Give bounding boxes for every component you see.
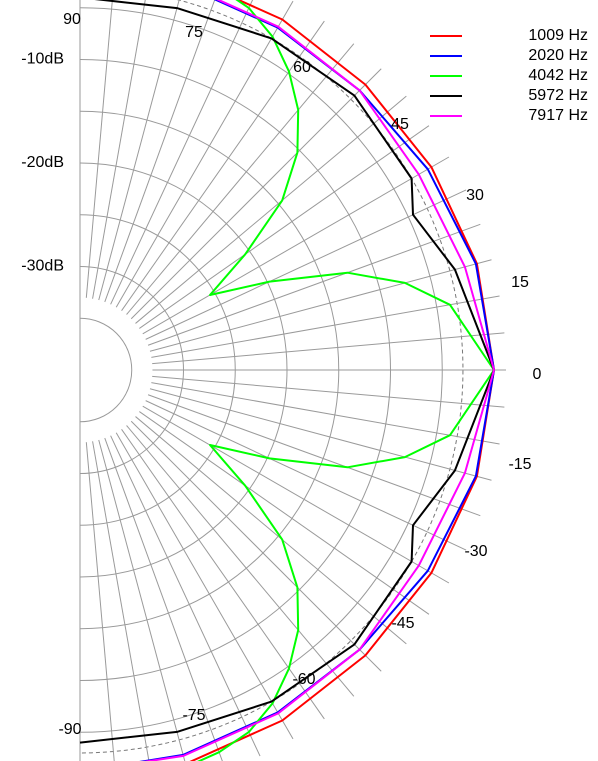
grid-spoke <box>92 0 146 299</box>
angle-tick-label: 15 <box>511 274 529 291</box>
series-curve-7917hz <box>143 0 495 761</box>
grid-spoke <box>152 332 505 365</box>
grid-spoke <box>147 223 481 346</box>
grid-spoke <box>139 125 430 329</box>
grid-spoke <box>151 295 500 358</box>
grid-spoke <box>92 441 150 761</box>
grid-spoke <box>126 425 355 697</box>
grid-spoke <box>135 95 407 324</box>
grid-spoke <box>135 416 407 645</box>
grid-spoke <box>152 375 505 408</box>
grid-ring <box>79 317 133 423</box>
legend-label: 4042 Hz <box>528 67 588 84</box>
grid-spoke <box>139 411 430 615</box>
grid-spoke <box>149 388 492 481</box>
legend-label: 2020 Hz <box>528 47 588 64</box>
angle-tick-label: -30 <box>464 543 487 560</box>
legend: 1009 Hz 2020 Hz 4042 Hz 5972 Hz 7917 Hz <box>430 27 588 124</box>
series-curves <box>79 0 495 761</box>
grid-spoke <box>126 43 355 315</box>
grid-spoke <box>115 0 294 308</box>
grid-spoke <box>110 435 261 757</box>
angle-tick-label: 0 <box>533 366 542 383</box>
grid-spoke <box>104 437 223 761</box>
angle-tick-label: -90 <box>58 721 81 738</box>
legend-label: 5972 Hz <box>528 87 588 104</box>
angle-tick-label: 45 <box>391 116 409 133</box>
legend-label: 1009 Hz <box>528 27 588 44</box>
grid-spoke <box>142 156 450 335</box>
radial-tick-label: -10dB <box>21 51 64 68</box>
grid-spoke <box>149 259 492 352</box>
grid-ring-3db <box>79 0 464 754</box>
grid-spoke <box>110 0 254 305</box>
grid-spoke <box>115 432 294 740</box>
grid-spoke <box>151 382 500 445</box>
polar-grid <box>79 0 506 761</box>
angle-tick-label: 75 <box>185 24 203 41</box>
legend-label: 7917 Hz <box>528 107 588 124</box>
grid-spoke <box>98 439 186 761</box>
grid-spoke <box>104 0 216 303</box>
angle-tick-label: -15 <box>508 456 531 473</box>
grid-spoke <box>130 420 382 672</box>
tick-labels: 9075604530150-15-30-45-60-75-900dB-10dB-… <box>21 11 542 738</box>
radial-tick-label: -20dB <box>21 154 64 171</box>
grid-spoke <box>147 394 481 517</box>
angle-tick-label: 90 <box>63 11 81 28</box>
grid-spoke <box>142 405 450 584</box>
radial-tick-label: -30dB <box>21 258 64 275</box>
grid-spoke <box>130 68 382 320</box>
angle-tick-label: 30 <box>466 187 484 204</box>
grid-spoke <box>98 0 180 301</box>
angle-tick-label: 60 <box>293 59 311 76</box>
angle-tick-label: -60 <box>292 671 315 688</box>
grid-spoke <box>85 0 113 298</box>
angle-tick-label: -75 <box>182 707 205 724</box>
angle-tick-label: -45 <box>391 615 414 632</box>
grid-spoke <box>85 442 115 761</box>
grid-spoke <box>121 429 325 720</box>
grid-spoke <box>121 20 325 311</box>
